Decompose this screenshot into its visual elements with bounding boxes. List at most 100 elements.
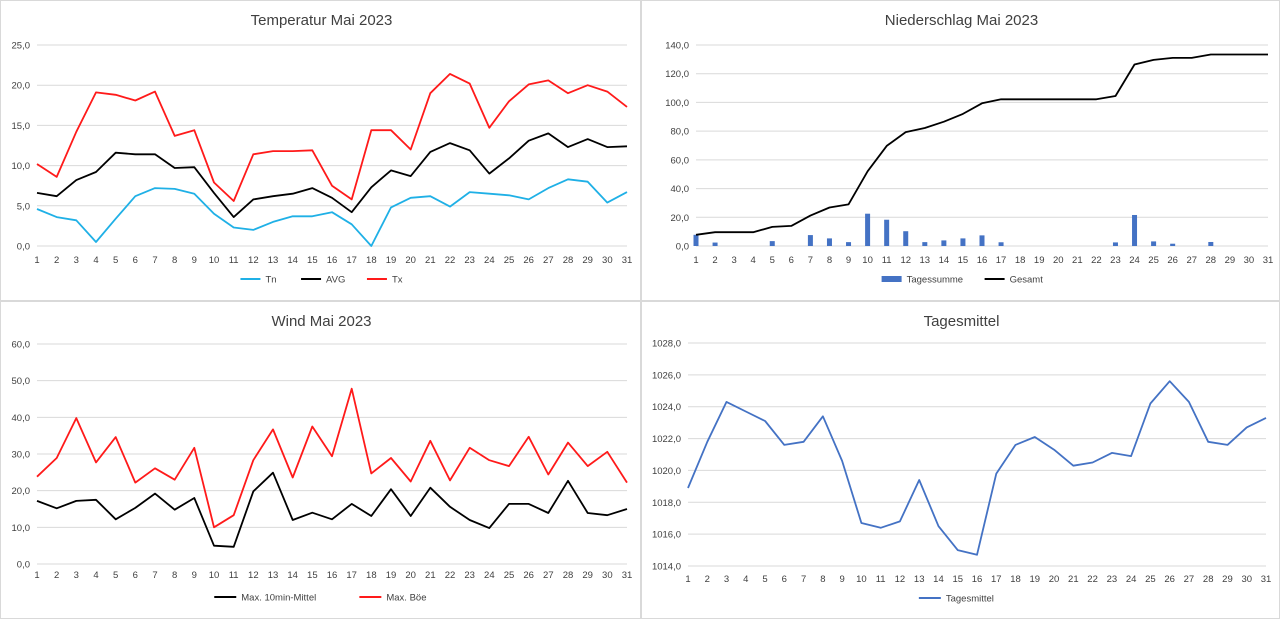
x-tick-label: 17 <box>996 255 1007 266</box>
x-tick-label: 22 <box>1087 574 1098 585</box>
x-tick-label: 30 <box>602 255 613 266</box>
legend-label: Tn <box>265 275 276 286</box>
x-tick-label: 14 <box>287 570 298 581</box>
x-tick-label: 19 <box>386 570 397 581</box>
x-tick-label: 20 <box>405 255 416 266</box>
y-tick-label: 60,0 <box>671 155 690 166</box>
legend-item: Gesamt <box>984 275 1043 286</box>
y-tick-label: 1026,0 <box>652 370 681 381</box>
bar <box>1151 241 1157 246</box>
x-tick-label: 26 <box>1167 255 1178 266</box>
y-tick-label: 60,0 <box>12 340 31 351</box>
x-tick-label: 28 <box>563 570 574 581</box>
x-tick-label: 27 <box>1186 255 1197 266</box>
x-tick-label: 3 <box>724 574 729 585</box>
legend-label: Tx <box>392 275 403 286</box>
x-tick-label: 31 <box>1263 255 1274 266</box>
x-tick-label: 12 <box>248 570 259 581</box>
x-tick-label: 29 <box>582 570 593 581</box>
bar <box>769 241 775 246</box>
x-tick-label: 2 <box>705 574 710 585</box>
series-line <box>36 132 628 219</box>
x-tick-label: 28 <box>1206 255 1217 266</box>
x-tick-label: 1 <box>685 574 690 585</box>
x-tick-label: 6 <box>133 570 138 581</box>
bar <box>1170 243 1176 246</box>
x-tick-label: 11 <box>229 255 239 266</box>
x-tick-label: 5 <box>770 255 775 266</box>
x-tick-label: 1 <box>34 255 39 266</box>
x-tick-label: 1 <box>693 255 698 266</box>
y-tick-label: 30,0 <box>12 450 31 461</box>
bar <box>693 234 699 246</box>
y-tick-label: 1016,0 <box>652 530 681 541</box>
legend-swatch <box>881 276 902 282</box>
series-line <box>36 387 628 529</box>
y-tick-label: 15,0 <box>12 121 31 132</box>
x-tick-label: 18 <box>1015 255 1026 266</box>
x-tick-label: 29 <box>582 255 593 266</box>
x-tick-label: 28 <box>1203 574 1214 585</box>
y-tick-label: 1028,0 <box>652 339 681 350</box>
legend-item: AVG <box>301 275 345 286</box>
x-tick-label: 16 <box>972 574 983 585</box>
y-tick-label: 50,0 <box>12 376 31 387</box>
x-tick-label: 12 <box>895 574 906 585</box>
series-line <box>36 73 628 202</box>
x-tick-label: 30 <box>1244 255 1255 266</box>
y-tick-label: 20,0 <box>12 486 31 497</box>
y-tick-label: 120,0 <box>665 69 689 80</box>
bar <box>884 219 890 246</box>
y-tick-label: 1018,0 <box>652 498 681 509</box>
x-tick-label: 23 <box>464 570 475 581</box>
x-tick-label: 25 <box>1148 255 1159 266</box>
legend-label: Max. 10min-Mittel <box>241 593 316 604</box>
x-tick-label: 22 <box>445 255 456 266</box>
bar <box>903 231 909 246</box>
x-tick-label: 1 <box>34 570 39 581</box>
x-tick-label: 20 <box>1053 255 1064 266</box>
x-tick-label: 26 <box>523 255 534 266</box>
x-tick-label: 30 <box>1241 574 1252 585</box>
legend-label: Tagessumme <box>907 275 964 286</box>
legend-label: AVG <box>326 275 345 286</box>
y-tick-label: 0,0 <box>17 560 30 571</box>
x-tick-label: 23 <box>1107 574 1118 585</box>
x-tick-label: 15 <box>958 255 969 266</box>
x-tick-label: 21 <box>425 255 436 266</box>
x-tick-label: 19 <box>1030 574 1041 585</box>
x-tick-label: 22 <box>445 570 456 581</box>
x-tick-label: 10 <box>856 574 867 585</box>
chart-svg: Wind Mai 2023 0,0 10,0 20,0 30,0 40,0 50,0 60,0… <box>12 313 633 604</box>
legend-item: Tx <box>366 275 403 286</box>
x-tick-label: 10 <box>862 255 873 266</box>
x-tick-label: 14 <box>933 574 944 585</box>
x-tick-label: 6 <box>782 574 787 585</box>
x-tick-label: 7 <box>801 574 806 585</box>
x-tick-label: 18 <box>366 255 377 266</box>
x-tick-label: 12 <box>248 255 259 266</box>
x-tick-label: 26 <box>523 570 534 581</box>
y-tick-label: 10,0 <box>12 523 31 534</box>
chart-svg: Tagesmittel 1014,0 1016,0 1018,0 1020,0 1022,… <box>652 313 1271 605</box>
x-tick-label: 10 <box>209 255 220 266</box>
pressure-chart-panel: Tagesmittel 1014,0 1016,0 1018,0 1020,0 1022,… <box>641 301 1280 619</box>
x-tick-label: 17 <box>346 570 357 581</box>
x-tick-label: 29 <box>1222 574 1233 585</box>
x-tick-label: 7 <box>152 570 157 581</box>
x-tick-label: 13 <box>914 574 925 585</box>
x-tick-label: 8 <box>827 255 832 266</box>
x-tick-label: 15 <box>952 574 963 585</box>
series-line <box>695 53 1268 236</box>
x-tick-label: 5 <box>762 574 767 585</box>
x-tick-label: 19 <box>1034 255 1045 266</box>
x-tick-label: 11 <box>229 570 239 581</box>
legend-item: Tagessumme <box>881 275 964 286</box>
x-tick-label: 4 <box>93 570 98 581</box>
x-tick-label: 29 <box>1225 255 1236 266</box>
x-tick-label: 9 <box>846 255 851 266</box>
x-tick-label: 4 <box>751 255 756 266</box>
x-tick-label: 13 <box>268 255 279 266</box>
x-tick-label: 24 <box>484 570 495 581</box>
legend-label: Tagesmittel <box>946 594 994 605</box>
